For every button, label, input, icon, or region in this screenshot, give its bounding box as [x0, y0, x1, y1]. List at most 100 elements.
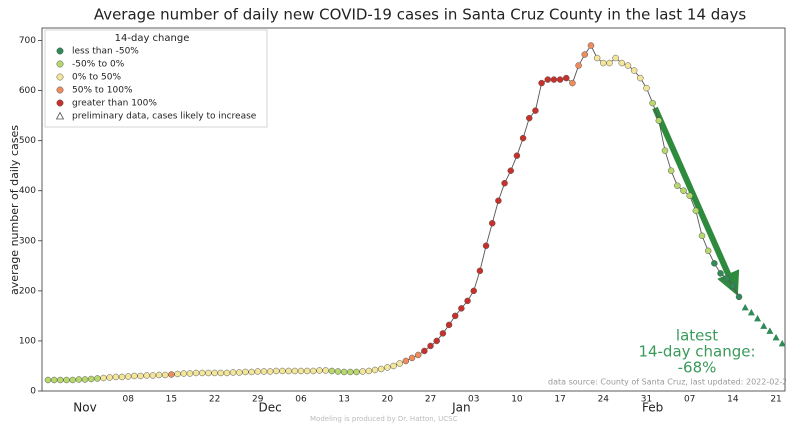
data-point [143, 372, 150, 379]
data-point [316, 367, 323, 374]
data-point [57, 376, 64, 384]
data-point [606, 59, 613, 67]
data-point [439, 330, 447, 337]
data-point [569, 79, 576, 87]
y-tick-label: 100 [19, 336, 36, 346]
data-point [174, 370, 181, 378]
data-point [575, 62, 582, 69]
annotation: -68% [678, 359, 717, 377]
legend-marker [56, 99, 64, 107]
x-tick-label: 15 [166, 395, 177, 405]
x-tick-label: 17 [554, 395, 565, 405]
data-point [735, 293, 743, 301]
data-point [513, 152, 521, 159]
data-point [488, 220, 496, 227]
data-point [427, 342, 434, 350]
y-tick-label: 700 [19, 36, 36, 46]
data-point [433, 337, 440, 345]
data-point [563, 74, 570, 82]
data-point [476, 267, 484, 275]
x-tick-label: 24 [598, 395, 610, 405]
data-point [526, 114, 533, 122]
data-point [266, 368, 274, 375]
data-point [248, 368, 255, 376]
data-point [161, 371, 169, 379]
legend-marker [56, 86, 64, 94]
data-point [600, 59, 607, 67]
data-point [279, 367, 286, 375]
data-point [359, 368, 366, 375]
data-point [254, 368, 262, 375]
data-point [630, 67, 638, 74]
data-point [729, 282, 737, 290]
x-tick-label: 06 [295, 395, 307, 405]
data-point [674, 182, 681, 189]
x-tick-label: 08 [122, 395, 134, 405]
data-point [205, 369, 212, 377]
data-point [593, 54, 601, 62]
data-point [118, 373, 126, 381]
source-note: data source: County of Santa Cruz, last … [548, 378, 786, 387]
data-point [704, 247, 712, 255]
x-tick-label: 10 [511, 395, 523, 405]
y-tick-label: 200 [19, 286, 36, 296]
legend-marker [56, 60, 64, 68]
data-point [550, 76, 558, 83]
data-point [63, 376, 70, 384]
data-point [643, 84, 650, 92]
data-point [414, 351, 422, 359]
data-point [192, 369, 200, 377]
data-point [223, 369, 231, 377]
month-label: Feb [642, 401, 663, 415]
y-tick-label: 300 [19, 236, 36, 246]
data-point [260, 368, 268, 375]
data-point [44, 376, 52, 384]
x-tick-label: 13 [338, 395, 349, 405]
data-point [322, 367, 329, 374]
data-point [451, 312, 459, 320]
legend-label: greater than 100% [72, 99, 157, 109]
data-point [538, 79, 545, 87]
data-point [229, 369, 237, 376]
x-tick-label: 07 [684, 395, 695, 405]
data-point [186, 370, 194, 377]
x-tick-label: 31 [641, 395, 652, 405]
data-point [131, 372, 138, 380]
data-point [180, 370, 187, 377]
x-tick-label: 29 [252, 395, 264, 405]
data-point [87, 375, 95, 383]
data-point [458, 305, 465, 312]
data-point [199, 369, 206, 377]
data-point [532, 107, 539, 114]
legend-label: 50% to 100% [72, 86, 133, 96]
data-point [723, 275, 730, 282]
x-tick-label: 21 [770, 395, 781, 405]
y-tick-label: 500 [19, 136, 36, 146]
x-tick-label: 20 [382, 395, 394, 405]
data-point [624, 62, 632, 69]
data-point [149, 372, 157, 379]
data-point [371, 366, 379, 374]
data-point [655, 117, 663, 124]
data-point [464, 297, 471, 305]
data-point [680, 187, 687, 194]
data-point [649, 99, 656, 107]
data-point [495, 197, 502, 204]
data-point [50, 376, 58, 384]
trend-arrow [652, 106, 740, 296]
data-point [365, 367, 373, 375]
legend-marker [56, 47, 64, 55]
data-point [94, 375, 101, 382]
preliminary-point [760, 322, 768, 329]
data-point [353, 368, 360, 376]
y-tick-label: 600 [19, 86, 36, 96]
preliminary-point [741, 303, 749, 311]
data-point [81, 376, 89, 383]
data-point [106, 374, 113, 381]
legend-label: less than -50% [72, 47, 139, 57]
data-point [347, 368, 354, 376]
annotation: 14-day change: [638, 343, 755, 361]
x-tick-label: 27 [425, 395, 436, 405]
data-point [291, 367, 299, 375]
credit-note: Modeling is produced by Dr. Hatton, UCSC [310, 415, 458, 423]
